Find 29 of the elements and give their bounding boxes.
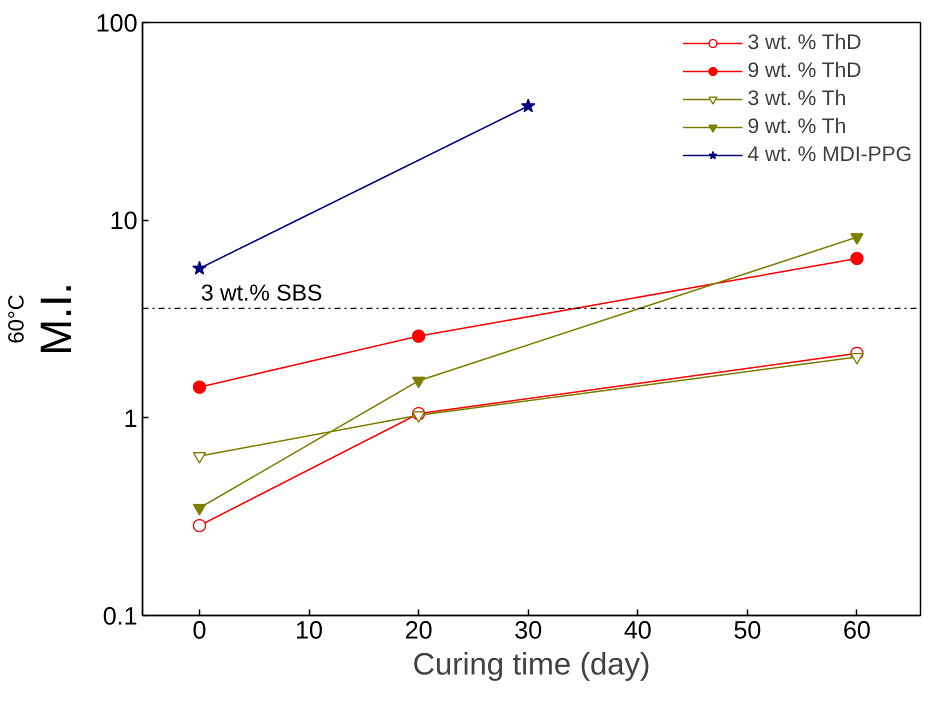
point xyxy=(520,98,536,112)
y-tick-label: 1 xyxy=(124,404,138,433)
x-tick-label: 30 xyxy=(514,616,542,644)
point xyxy=(192,452,206,464)
point xyxy=(192,380,206,394)
y-tick-label: 10 xyxy=(110,207,138,236)
ref-line-label: 3 wt.% SBS xyxy=(200,279,322,306)
legend-label: 4 wt. % MDI-PPG xyxy=(747,142,912,168)
point xyxy=(412,411,426,423)
y-tick-label: 100 xyxy=(96,10,138,38)
x-tick-label: 0 xyxy=(192,616,206,644)
x-axis-title: Curing time (day) xyxy=(412,646,650,682)
x-tick-label: 60 xyxy=(843,616,871,644)
x-tick-label: 10 xyxy=(295,616,323,644)
point xyxy=(412,376,426,388)
point xyxy=(412,330,426,343)
point xyxy=(192,260,207,275)
legend-label: 3 wt. % ThD xyxy=(747,30,862,56)
x-tick-label: 40 xyxy=(624,616,652,644)
y-axis-title: M.I.60°C xyxy=(4,282,81,356)
x-tick-label: 50 xyxy=(733,616,762,644)
legend-label: 9 wt. % Th xyxy=(747,114,846,140)
legend-label: 9 wt. % ThD xyxy=(747,58,862,84)
point xyxy=(850,352,864,365)
point xyxy=(192,504,206,516)
x-tick-label: 20 xyxy=(404,616,433,644)
y-tick-label: 0.1 xyxy=(102,602,138,630)
legend-label: 3 wt. % Th xyxy=(747,86,846,112)
point xyxy=(850,252,864,266)
